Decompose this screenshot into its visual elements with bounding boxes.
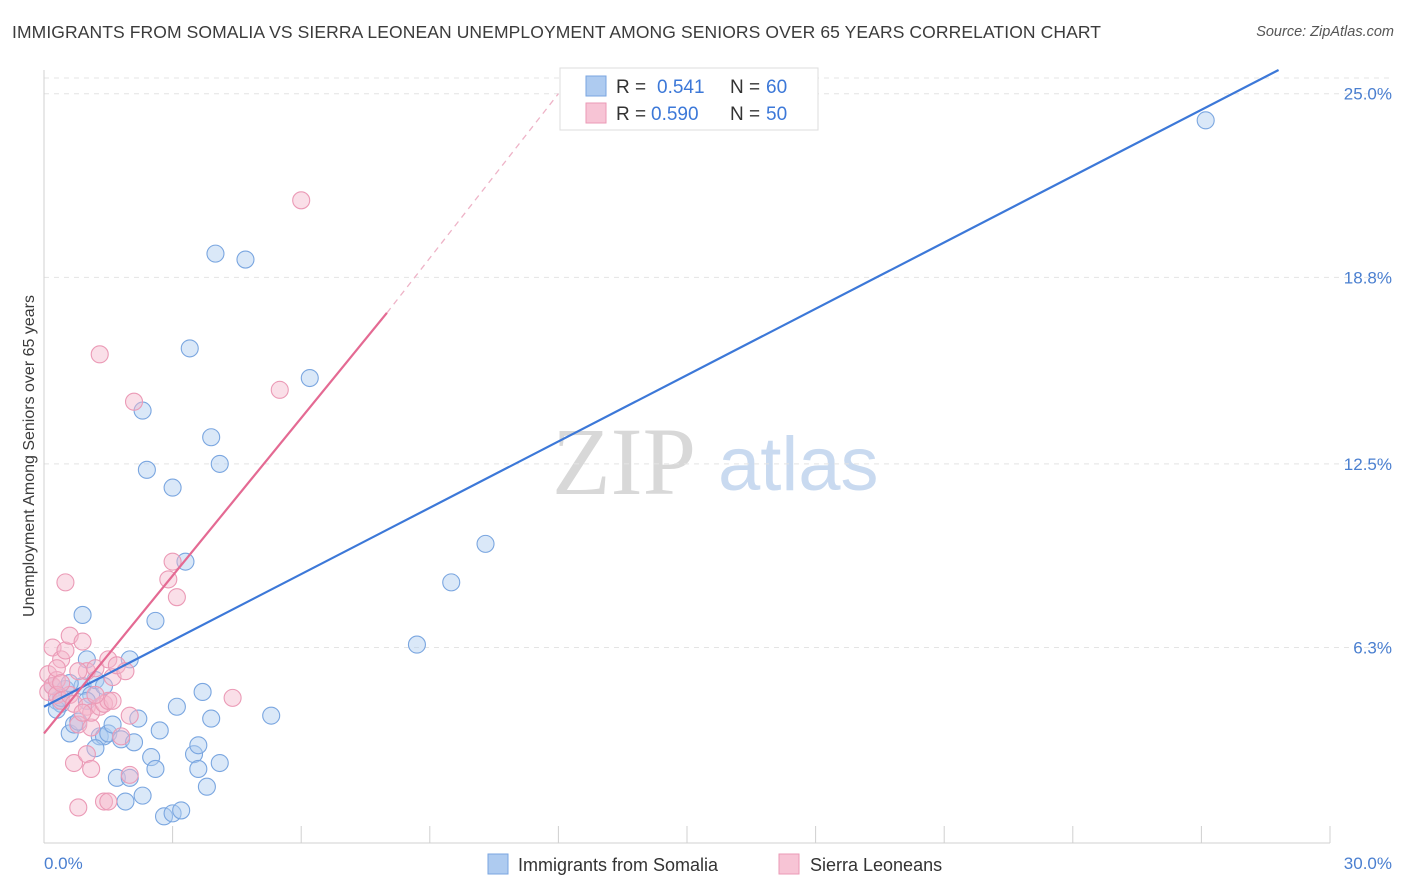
sierra-leone-point bbox=[120, 765, 139, 784]
somalia-point bbox=[184, 745, 204, 764]
sierra-leone-point bbox=[270, 380, 289, 399]
y-tick-label: 6.3% bbox=[1353, 639, 1392, 658]
trendlines bbox=[43, 69, 1280, 735]
somalia-point bbox=[189, 759, 208, 779]
legend-n-value-2: 50 bbox=[766, 104, 787, 125]
bottom-legend-label-sierra: Sierra Leoneans bbox=[810, 855, 942, 875]
sierra-leone-point bbox=[223, 688, 242, 707]
legend-n-label-2: N = bbox=[730, 104, 760, 125]
x-tick-label-min: 0.0% bbox=[44, 854, 83, 873]
sierra-leone-point bbox=[292, 191, 311, 210]
top-legend: R = 0.541 N = 60 R = 0.590 N = 50 bbox=[559, 67, 819, 131]
somalia-point bbox=[172, 801, 191, 820]
y-tick-labels: 6.3% 12.5% 18.8% 25.0% bbox=[1344, 85, 1392, 658]
grid-lines bbox=[44, 77, 1392, 649]
y-tick-label: 18.8% bbox=[1344, 268, 1392, 287]
sierra-leone-point bbox=[90, 345, 109, 364]
legend-r-label-2: R = bbox=[616, 104, 646, 125]
somalia-point bbox=[189, 736, 208, 755]
somalia-point bbox=[202, 428, 221, 447]
somalia-trendline bbox=[43, 69, 1280, 708]
watermark-atlas: atlas bbox=[718, 422, 879, 507]
somalia-point bbox=[167, 697, 186, 716]
somalia-point bbox=[116, 792, 135, 811]
x-tick-label-max: 30.0% bbox=[1344, 854, 1392, 873]
somalia-point bbox=[1196, 111, 1215, 130]
chart-title: IMMIGRANTS FROM SOMALIA VS SIERRA LEONEA… bbox=[12, 22, 1102, 42]
somalia-point bbox=[206, 244, 225, 263]
somalia-point bbox=[442, 573, 461, 592]
somalia-point bbox=[407, 635, 426, 654]
somalia-point bbox=[236, 250, 255, 269]
somalia-point bbox=[300, 368, 319, 388]
somalia-point bbox=[476, 534, 495, 553]
y-axis-label: Unemployment Among Seniors over 65 years bbox=[21, 295, 38, 617]
sierra-leone-point bbox=[124, 392, 144, 411]
sierra-leone-point bbox=[69, 798, 88, 817]
somalia-point bbox=[146, 759, 165, 779]
sierra-leone-point bbox=[56, 641, 75, 660]
somalia-point bbox=[262, 706, 281, 725]
sierra-leone-point bbox=[56, 573, 75, 592]
watermark-zip: ZIP bbox=[552, 408, 696, 515]
y-tick-label: 12.5% bbox=[1344, 455, 1392, 474]
somalia-point bbox=[137, 460, 156, 479]
legend-n-label-1: N = bbox=[730, 77, 760, 98]
legend-swatch-pink bbox=[585, 102, 607, 124]
somalia-point bbox=[180, 339, 199, 358]
sierra-leone-point bbox=[167, 588, 186, 607]
legend-swatch-blue bbox=[585, 75, 607, 97]
sierra-leone-trendline bbox=[43, 312, 388, 735]
y-tick-label: 25.0% bbox=[1344, 85, 1392, 104]
somalia-point bbox=[163, 478, 182, 497]
sierra-leone-point bbox=[94, 792, 114, 811]
source-credit: Source: ZipAtlas.com bbox=[1256, 24, 1394, 40]
bottom-legend-swatch-blue bbox=[487, 853, 509, 875]
somalia-point bbox=[133, 786, 152, 805]
sierra-leone-point bbox=[73, 703, 92, 722]
bottom-legend: Immigrants from Somalia Sierra Leoneans bbox=[487, 853, 942, 875]
sierra-leone-point bbox=[120, 706, 139, 725]
x-ticks bbox=[172, 826, 1331, 843]
sierra-leone-point bbox=[163, 552, 182, 571]
bottom-legend-label-somalia: Immigrants from Somalia bbox=[518, 855, 719, 875]
series-sierra-leone-points bbox=[39, 191, 311, 817]
sierra-leone-point bbox=[69, 662, 88, 681]
sierra-leone-point bbox=[77, 745, 96, 764]
sierra-leone-point bbox=[103, 691, 122, 710]
somalia-point bbox=[193, 682, 212, 702]
legend-r-value-1: 0.541 bbox=[657, 77, 705, 98]
somalia-point bbox=[210, 753, 229, 773]
sierra-leone-point bbox=[112, 727, 131, 746]
sierra-leone-point bbox=[47, 659, 66, 678]
somalia-point bbox=[142, 748, 161, 767]
somalia-point bbox=[197, 777, 216, 796]
somalia-point bbox=[146, 611, 165, 630]
sierra-leone-point bbox=[73, 632, 92, 651]
somalia-point bbox=[202, 709, 221, 728]
sierra-leone-point bbox=[99, 792, 118, 811]
sierra-leone-point bbox=[86, 685, 105, 704]
sierra-leone-trendline-extension bbox=[386, 93, 559, 314]
legend-r-value-2: 0.590 bbox=[651, 104, 699, 125]
sierra-leone-point bbox=[64, 753, 84, 773]
somalia-point bbox=[210, 454, 229, 473]
legend-r-label-1: R = bbox=[616, 77, 646, 98]
sierra-leone-point bbox=[82, 759, 101, 779]
sierra-leone-point bbox=[52, 650, 71, 669]
bottom-legend-swatch-pink bbox=[778, 853, 800, 875]
somalia-point bbox=[150, 721, 169, 740]
somalia-point bbox=[73, 605, 92, 625]
sierra-leone-point bbox=[52, 674, 71, 693]
legend-n-value-1: 60 bbox=[766, 77, 787, 98]
sierra-leone-point bbox=[82, 718, 101, 737]
